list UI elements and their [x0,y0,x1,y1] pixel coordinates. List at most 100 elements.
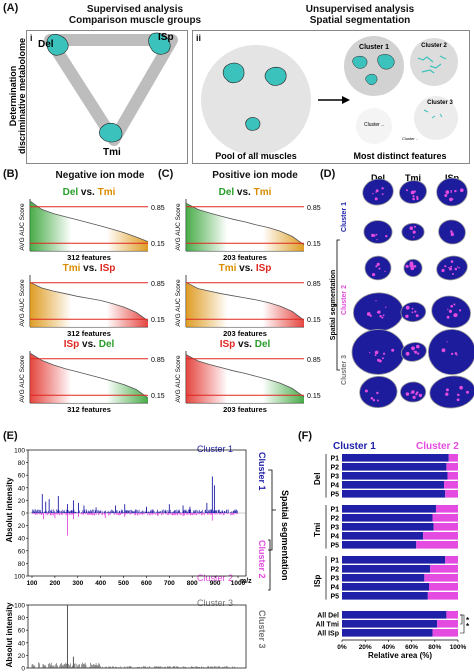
pool-muscle-3 [245,117,261,131]
bar-cluster2 [432,514,458,522]
panel-e-label: (E) [3,430,18,442]
cluster2-spot [405,392,410,396]
y-axis-label: AVG AUC Score [19,203,26,251]
cluster2-spot [382,314,385,317]
y-axis-label: AVG AUC Score [175,279,182,327]
feature-count: 203 features [223,329,267,338]
bar-cluster1 [342,490,446,498]
cluster2-spot [411,346,415,351]
cluster2-spot [377,310,381,314]
auc-curve [29,352,149,399]
x-tick-label: 800 [187,580,198,587]
cluster2-spot [460,188,464,192]
cluster2-spot [391,348,395,352]
pool-circle [201,45,311,155]
cluster2-spot [444,194,448,197]
y-axis-label: AVG AUC Score [19,279,26,327]
cluster2-spot [370,397,374,400]
bar-cluster2 [444,481,458,489]
panel-c-label: (C) [158,168,174,180]
del-label: Del [38,39,54,50]
del-muscle-shape [46,34,69,56]
y-tick-label: 20 [18,498,26,505]
row-label: P3 [330,474,339,481]
e-cluster1-label: Cluster 1 [197,444,233,454]
side-label-1: Determination [8,66,18,127]
row-label: P2 [330,567,339,574]
x-tick-label: 200 [49,580,60,587]
cluster2-spot [441,348,446,353]
tissue-section [400,301,427,323]
chart-title: Tmi vs. ISp [219,263,272,274]
cluster2-spot [450,304,453,308]
cluster2-spot [381,357,384,360]
title-group-a: ISp [64,339,80,350]
y-tick-label: 60 [18,548,26,555]
cluster2-spot [459,385,463,390]
feature-count: 203 features [223,253,267,262]
title-group-a: Tmi [63,263,81,274]
e-side-label: Spatial segmentation [280,490,290,581]
cluster1-shape-b [377,54,395,70]
sig-bracket-inner [460,614,463,625]
cluster2-spot [450,230,453,233]
sub-label-i: i [30,33,33,43]
x-tick-label: 300 [72,580,83,587]
cluster2-spot [452,232,454,234]
tissue-section [359,375,398,408]
cluster2-spot [449,197,453,202]
cluster2-spot [466,390,469,394]
threshold-high-label: 0.85 [307,281,321,288]
cluster2-spot [450,260,454,263]
y-tick-label: 0 [21,666,25,672]
tmi-label: Tmi [103,147,121,158]
d-cluster1-label: Cluster 1 [341,202,348,232]
bar-cluster1 [342,481,445,489]
feature-count: 312 features [67,329,111,338]
comparison-triangle [44,34,178,146]
threshold-low-label: 0.15 [151,393,165,400]
cluster1-text: Cluster 1 [359,44,389,51]
x-tick-label: 400 [95,580,106,587]
tissue-section [436,177,468,207]
cluster2-spot [376,262,380,266]
title-group-a: ISp [220,339,236,350]
tissue-section [429,375,474,409]
y-tick-label: 40 [18,536,26,543]
bar-cluster2 [446,463,458,471]
title-vs: vs. [236,263,255,274]
e-bracket-1 [268,469,276,551]
cluster2-spot [459,309,462,312]
bar-cluster1 [342,556,446,564]
tissue-section [428,329,474,375]
e-bracket-2 [268,539,271,591]
cluster2-spot [458,394,460,396]
cluster2-spot [413,225,416,228]
panel-f-label: (F) [298,430,313,442]
x-tick-label: 600 [141,580,152,587]
total-label: All ISp [317,631,339,638]
panel-c-title: Positive ion mode [212,170,298,181]
x-tick-label: 900 [210,580,221,587]
bar-cluster2 [445,556,458,564]
total-label: All Tmi [316,622,339,629]
cluster2-spot [375,191,377,193]
title-group-b: Del [255,339,271,350]
y-axis-label: AVG AUC Score [19,355,26,403]
left-title-2: Comparison muscle groups [68,15,202,26]
cluster2-spot [451,273,454,275]
total-bar-cluster1 [342,620,438,628]
cluster3-text: Cluster 3 [427,100,453,106]
x-tick-label: 100 [27,580,38,587]
cluster2-spot [409,226,414,230]
tissue-grid [351,177,474,409]
cluster2-spot [376,391,379,395]
total-bar-cluster2 [437,620,458,628]
cluster2-spot [412,230,416,234]
chart-title: Del vs. Tmi [219,187,272,198]
right-title-2: Spatial segmentation [309,15,411,26]
cluster1-shape-a [352,55,368,69]
e-cluster3-label: Cluster 3 [197,598,233,608]
row-label: P5 [330,543,339,550]
